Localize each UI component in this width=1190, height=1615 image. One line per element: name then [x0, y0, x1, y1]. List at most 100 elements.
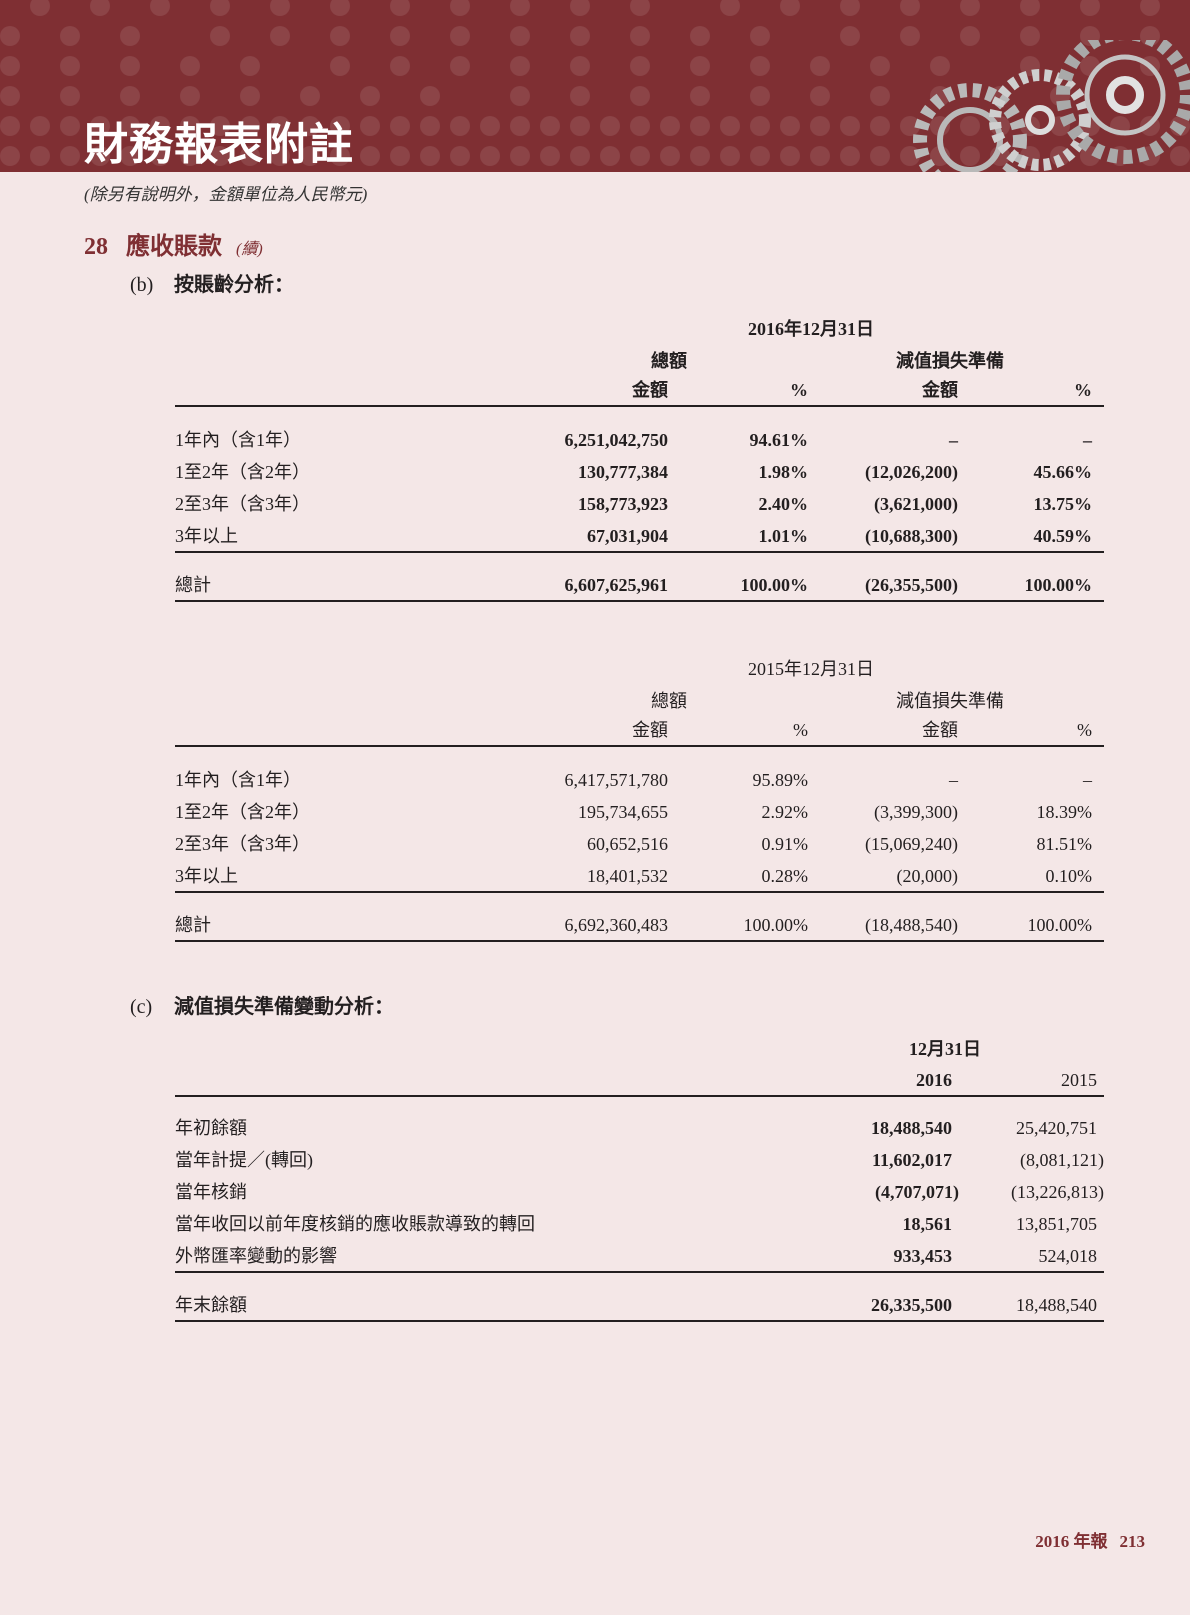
cell: 45.66%	[1033, 462, 1093, 482]
group-impairment: 減值損失準備	[896, 691, 1004, 711]
cell-2015: 18,488,540	[1016, 1295, 1097, 1315]
table-row: 1年內（含1年） 6,417,571,780 95.89% – –	[175, 767, 1104, 793]
cell-2015: 13,851,705	[1016, 1214, 1097, 1234]
table-row: 1至2年（含2年） 130,777,384 1.98% (12,026,200) 45.…	[175, 459, 1104, 485]
table-row: 3年以上 18,401,532 0.28% (20,000) 0.10%	[175, 863, 1104, 889]
total-label: 總計	[175, 915, 211, 935]
year-2016: 2016	[916, 1070, 952, 1090]
cell: 95.89%	[752, 770, 809, 790]
cell: –	[949, 770, 958, 790]
cell: 2.92%	[761, 802, 809, 822]
year-header-row: 2016 2015	[175, 1067, 1104, 1093]
cell-2016: 18,561	[902, 1214, 953, 1234]
cell: 195,734,655	[578, 802, 668, 822]
subsection-title: 減值損失準備變動分析：	[174, 996, 394, 1018]
cell-2015: (8,081,121)	[1020, 1150, 1104, 1170]
cell: 13.75%	[1033, 494, 1093, 514]
cell: 94.61%	[749, 430, 809, 450]
table-date: 12月31日	[909, 1039, 981, 1059]
table-row: 年初餘額 18,488,540 25,420,751	[175, 1115, 1104, 1141]
column-header: %	[790, 380, 808, 400]
cell: 6,251,042,750	[564, 430, 669, 450]
row-label: 1年內（含1年）	[175, 430, 301, 450]
table-row: 當年收回以前年度核銷的應收賬款導致的轉回 18,561 13,851,705	[175, 1211, 1104, 1237]
group-gross: 總額	[651, 691, 687, 711]
row-label: 2至3年（含3年）	[175, 494, 310, 514]
group-impairment: 減值損失準備	[896, 351, 1004, 371]
total-row: 總計 6,692,360,483 100.00% (18,488,540) 100.00…	[175, 912, 1104, 938]
cell: (3,621,000)	[874, 494, 958, 514]
row-label: 1至2年（含2年）	[175, 462, 310, 482]
section-heading: 28 應收賬款 (續)	[84, 226, 263, 261]
cell: –	[1083, 770, 1092, 790]
table-row: 當年核銷 (4,707,071) (13,226,813)	[175, 1179, 1104, 1205]
header-banner: 財務報表附註	[0, 0, 1190, 172]
cell: –	[949, 430, 958, 450]
subsection-b-heading: (b) 按賬齡分析：	[130, 268, 294, 297]
subtotal-rule	[175, 891, 1104, 893]
total-cell: 100.00%	[1024, 575, 1093, 595]
subsection-label: (c)	[130, 996, 153, 1018]
column-header-blank	[175, 377, 530, 403]
total-row: 總計 6,607,625,961 100.00% (26,355,500) 100.00…	[175, 572, 1104, 598]
row-label: 年初餘額	[175, 1118, 247, 1138]
cell: (12,026,200)	[865, 462, 958, 482]
row-label: 當年收回以前年度核銷的應收賬款導致的轉回	[175, 1214, 535, 1234]
group-gross: 總額	[651, 351, 687, 371]
cell: (15,069,240)	[865, 834, 958, 854]
row-label: 1年內（含1年）	[175, 770, 301, 790]
cell-2016: 11,602,017	[871, 1150, 952, 1170]
cell-2015: 524,018	[1038, 1246, 1098, 1266]
table-row: 2至3年（含3年） 60,652,516 0.91% (15,069,240) 81.5…	[175, 831, 1104, 857]
header-rule	[175, 405, 1104, 407]
section-title: 應收賬款	[126, 234, 222, 260]
row-label: 年末餘額	[175, 1295, 247, 1315]
column-header-row: 金額% 金額%	[175, 377, 1104, 403]
total-rule	[175, 940, 1104, 942]
table-row: 2至3年（含3年） 158,773,923 2.40% (3,621,000) 13.7…	[175, 491, 1104, 517]
cell-2016: 18,488,540	[871, 1118, 952, 1138]
section-continued: (續)	[236, 241, 263, 258]
column-header: 金額	[922, 720, 958, 740]
row-label: 1至2年（含2年）	[175, 802, 310, 822]
cell: 0.28%	[761, 866, 809, 886]
header-rule	[175, 745, 1104, 747]
total-cell: 100.00%	[743, 915, 809, 935]
cell-2015: 25,420,751	[1016, 1118, 1097, 1138]
table-row: 當年計提／(轉回) 11,602,017 (8,081,121)	[175, 1147, 1104, 1173]
cell: 2.40%	[758, 494, 809, 514]
row-label: 當年計提／(轉回)	[175, 1150, 313, 1170]
table-row: 3年以上 67,031,904 1.01% (10,688,300) 40.59%	[175, 523, 1104, 549]
cell: 18.39%	[1036, 802, 1093, 822]
column-header-row: 金額% 金額%	[175, 717, 1104, 743]
total-rule	[175, 600, 1104, 602]
page-title: 財務報表附註	[84, 120, 354, 169]
section-number: 28	[84, 234, 108, 260]
cell: 60,652,516	[587, 834, 668, 854]
cell: 158,773,923	[578, 494, 668, 514]
cell: (20,000)	[896, 866, 959, 886]
total-cell: 6,692,360,483	[564, 915, 669, 935]
column-header: %	[1074, 380, 1092, 400]
row-label: 3年以上	[175, 866, 238, 886]
table-row: 1至2年（含2年） 195,734,655 2.92% (3,399,300) 18.3…	[175, 799, 1104, 825]
cell: 1.01%	[758, 526, 809, 546]
column-header: %	[793, 720, 808, 740]
column-header: 金額	[922, 380, 958, 400]
column-header-blank	[175, 717, 530, 743]
page-number: 213	[1119, 1532, 1146, 1551]
cell: 40.59%	[1033, 526, 1093, 546]
table-row: 外幣匯率變動的影響 933,453 524,018	[175, 1243, 1104, 1269]
cell: (3,399,300)	[874, 802, 958, 822]
table-row: 1年內（含1年） 6,251,042,750 94.61% – –	[175, 427, 1104, 453]
page-footer: 2016 年報 213	[1035, 1527, 1145, 1552]
cell: 0.10%	[1045, 866, 1093, 886]
column-header: 金額	[632, 720, 668, 740]
total-label: 總計	[175, 575, 211, 595]
cell: 0.91%	[761, 834, 809, 854]
header-rule	[175, 1095, 1104, 1097]
table-date: 2015年12月31日	[748, 659, 874, 679]
cell: 130,777,384	[578, 462, 668, 482]
subsection-title: 按賬齡分析：	[174, 274, 294, 296]
